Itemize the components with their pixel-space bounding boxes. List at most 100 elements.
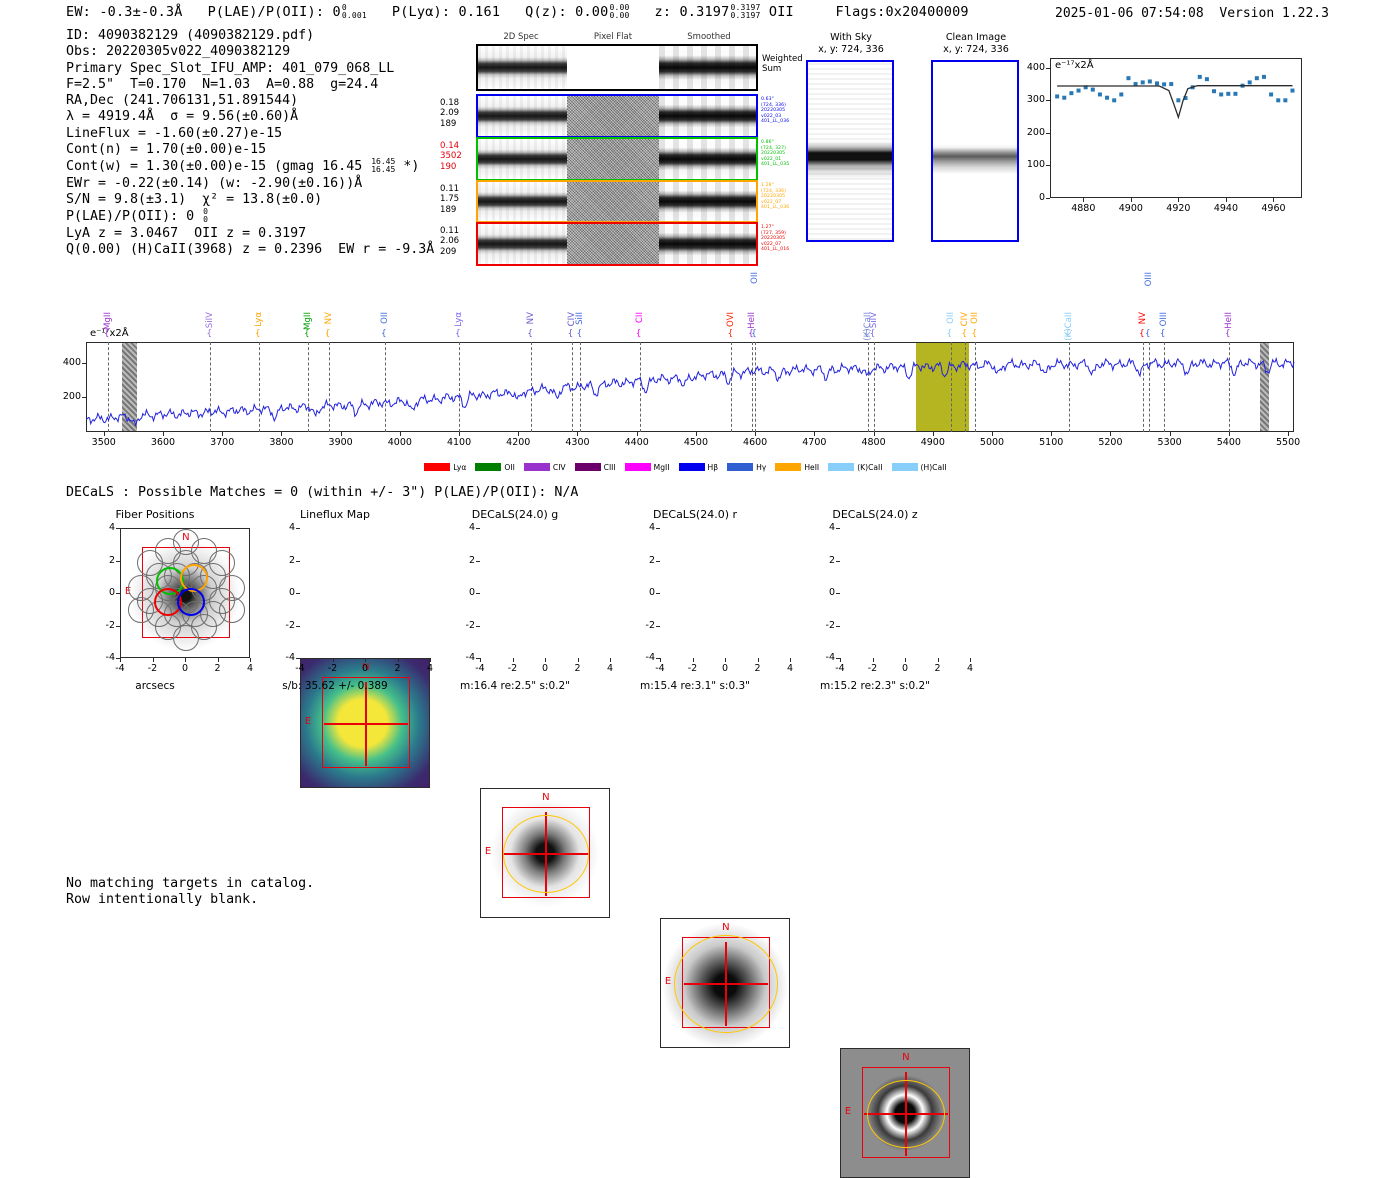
stat-value: 0.11: [440, 184, 460, 194]
emission-line-marker: [950, 342, 952, 432]
x-tick-label: -4: [295, 663, 305, 674]
y-tick-label: 2: [468, 554, 475, 566]
emission-line-label: SiIV: [868, 312, 879, 329]
emission-line-marker: [731, 342, 733, 432]
x-tick-label: 2: [934, 663, 941, 674]
east-label: E: [844, 1106, 852, 1118]
x-tick: [790, 658, 791, 662]
info-line: Obs: 20220305v022_4090382129: [66, 44, 291, 60]
x-tick: [185, 658, 186, 662]
legend-swatch: [727, 463, 754, 471]
x-tick: [459, 432, 461, 436]
x-tick-label: 4900: [1118, 203, 1143, 214]
y-tick: [1046, 67, 1050, 69]
red-aperture-box: [321, 677, 411, 769]
x-tick-label: 4880: [1071, 203, 1096, 214]
x-tick: [610, 658, 611, 662]
x-tick: [1288, 432, 1290, 436]
x-tick-label: 4960: [1261, 203, 1286, 214]
meta-value: (724, 327): [761, 145, 787, 151]
legend-label: HeII: [804, 462, 820, 472]
meta-value: (724, 336): [761, 102, 787, 108]
y-tick: [296, 658, 300, 659]
timestamp-version: 2025-01-06 07:54:08 Version 1.22.3: [1055, 6, 1329, 21]
datetime-label: 2025-01-06 07:54:08: [1055, 6, 1204, 21]
meta-value: 0.63": [761, 97, 774, 102]
legend-label: (K)CaII: [857, 462, 883, 472]
spec2d-segment-flat: [566, 96, 660, 136]
x-tick: [873, 432, 875, 436]
emission-line-label: MgII: [102, 312, 113, 330]
x-tick: [660, 658, 661, 662]
stat-value: 0.11: [440, 226, 460, 236]
cutout-image: [931, 60, 1019, 242]
meta-value: v022_03: [761, 113, 782, 119]
x-tick-label: 4300: [565, 437, 590, 448]
cutout-title: Clean Image: [945, 32, 1007, 43]
y-tick-label: -4: [285, 652, 295, 663]
legend-label: CIII: [603, 462, 616, 472]
emission-line-marker: [975, 342, 977, 432]
y-tick-label: -4: [105, 652, 115, 663]
emission-line-brace: {: [751, 329, 757, 339]
legend-item: MgII: [624, 463, 670, 472]
x-tick: [1169, 432, 1171, 436]
y-tick-label: 200: [62, 391, 81, 403]
emission-line-label: NV: [1138, 312, 1148, 325]
plae-value: 0: [332, 4, 341, 20]
x-tick-label: -4: [835, 663, 845, 674]
emission-line-brace: {: [1064, 329, 1071, 339]
panel-title: Lineflux Map: [299, 508, 371, 521]
emission-line-marker: [459, 342, 461, 432]
footer-line: Row intentionally blank.: [66, 892, 259, 908]
y-tick-label: 0: [288, 587, 295, 598]
plya-label: P(Lyα):: [391, 4, 451, 20]
footer-messages: No matching targets in catalog. Row inten…: [66, 876, 314, 909]
stat-value: 189: [440, 204, 457, 215]
emission-line-brace: {: [1139, 329, 1145, 339]
y-tick-label: 0: [1038, 192, 1045, 203]
x-tick: [1273, 198, 1275, 202]
panel-caption: arcsecs: [135, 680, 175, 692]
x-tick-label: 4920: [1166, 203, 1191, 214]
emission-line-brace: {: [381, 329, 387, 339]
panel-title: DECaLS(24.0) g: [471, 508, 559, 521]
x-tick-label: 5100: [1039, 437, 1064, 448]
emission-line-label: Lyα: [253, 312, 264, 327]
x-tick-label: 3900: [328, 437, 353, 448]
panel-caption: s/b: 35.62 +/- 0.389: [282, 680, 388, 692]
x-tick: [217, 658, 219, 662]
emission-line-label: CII: [634, 312, 645, 324]
spec2d-segment-flat: [566, 224, 660, 264]
cutout-subtitle: x, y: 724, 336: [943, 44, 1009, 55]
x-tick: [545, 658, 546, 662]
legend-item: Hγ: [727, 463, 766, 472]
spec2d-row-meta: 1.27" (727, 359) 20220305 v022_07 401_LL_016: [761, 225, 819, 253]
east-label: E: [484, 846, 492, 858]
x-tick-label: 4200: [506, 437, 531, 448]
panel-caption: m:15.2 re:2.3" s:0.2": [820, 680, 930, 692]
z-sup: 0.3197: [730, 3, 761, 12]
spec2d-segment-spec2d: [478, 46, 567, 89]
y-tick-label: 200: [1026, 126, 1045, 138]
x-tick-label: 0: [901, 663, 909, 674]
emission-line-marker: [1143, 342, 1144, 432]
legend-label: Hγ: [756, 462, 767, 472]
y-tick-label: 4: [468, 522, 475, 533]
emission-line-marker: [873, 342, 875, 432]
y-tick: [476, 625, 480, 627]
x-tick: [755, 432, 757, 436]
ew-label: EW:: [66, 4, 91, 20]
spec2d-segment-smooth: [659, 224, 756, 264]
legend-label: CIV: [552, 462, 566, 472]
y-tick: [296, 560, 300, 562]
x-tick-label: 4600: [743, 437, 768, 448]
flux-unit-annotation: e⁻¹⁷x2Å: [90, 328, 129, 339]
emission-line-label: HeII: [1223, 312, 1234, 329]
x-tick: [1228, 432, 1230, 436]
stat-value: 189: [440, 118, 457, 129]
emission-line-brace: {: [304, 329, 310, 339]
legend-label: OII: [504, 462, 515, 472]
